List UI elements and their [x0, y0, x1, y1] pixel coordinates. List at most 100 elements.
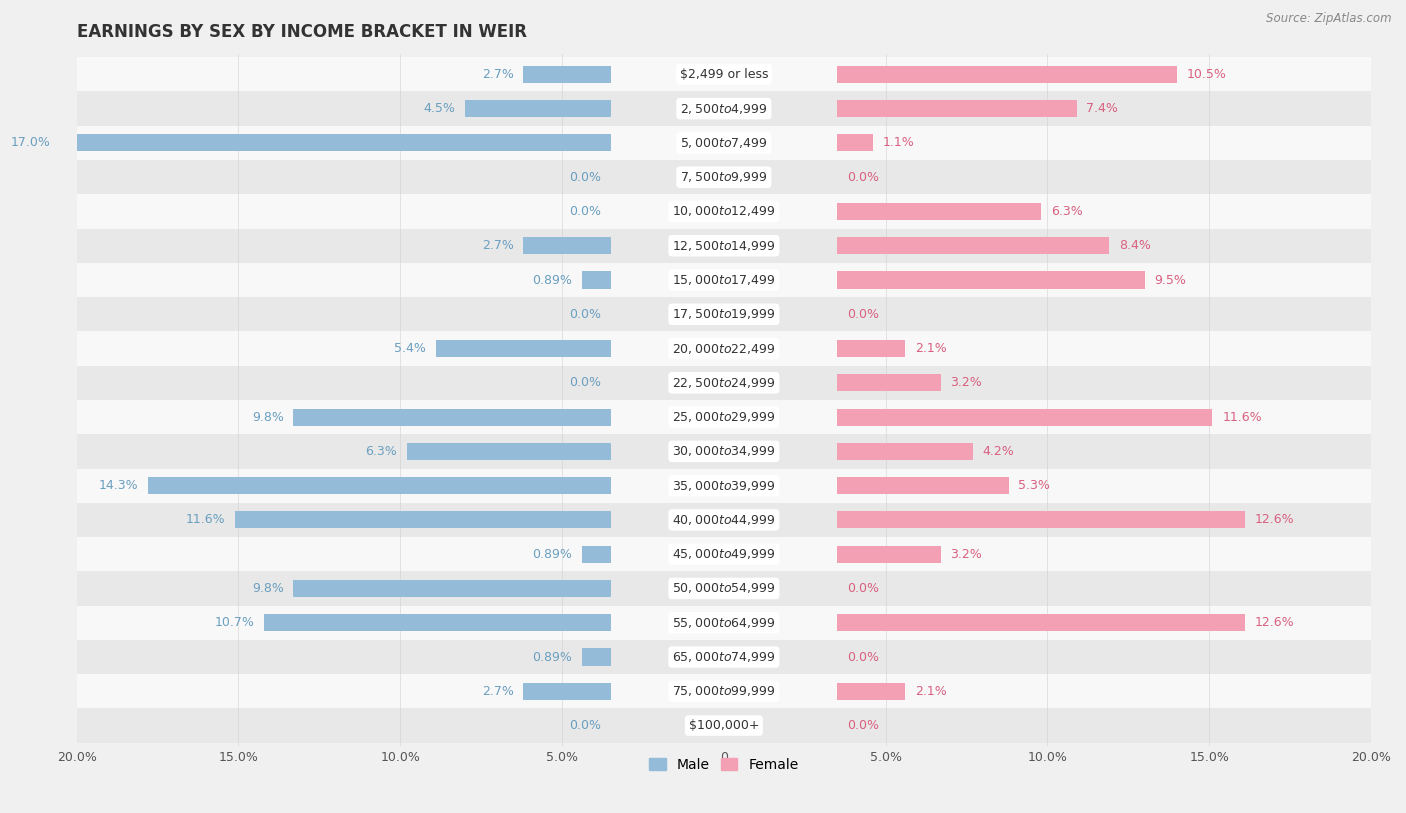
- Bar: [77, 57, 1371, 92]
- Text: $15,000 to $17,499: $15,000 to $17,499: [672, 273, 776, 287]
- Bar: [77, 674, 1371, 708]
- Bar: [77, 400, 1371, 434]
- Text: 4.2%: 4.2%: [983, 445, 1015, 458]
- Bar: [837, 237, 1109, 254]
- Text: 12.6%: 12.6%: [1254, 616, 1294, 629]
- Text: $35,000 to $39,999: $35,000 to $39,999: [672, 479, 776, 493]
- Text: 9.8%: 9.8%: [252, 582, 284, 595]
- Text: 2.7%: 2.7%: [482, 239, 513, 252]
- Bar: [837, 66, 1177, 83]
- Text: 9.8%: 9.8%: [252, 411, 284, 424]
- Text: 0.0%: 0.0%: [569, 376, 600, 389]
- Text: 0.0%: 0.0%: [846, 582, 879, 595]
- Bar: [837, 408, 1212, 426]
- Bar: [837, 374, 941, 391]
- Text: $22,500 to $24,999: $22,500 to $24,999: [672, 376, 776, 389]
- Bar: [837, 203, 1040, 220]
- Text: 5.3%: 5.3%: [1018, 479, 1050, 492]
- Text: 3.2%: 3.2%: [950, 376, 983, 389]
- Text: 10.5%: 10.5%: [1187, 67, 1226, 80]
- Text: $2,500 to $4,999: $2,500 to $4,999: [681, 102, 768, 115]
- Text: $12,500 to $14,999: $12,500 to $14,999: [672, 239, 776, 253]
- Text: 14.3%: 14.3%: [98, 479, 138, 492]
- Bar: [77, 160, 1371, 194]
- Text: 1.1%: 1.1%: [883, 137, 914, 150]
- Text: EARNINGS BY SEX BY INCOME BRACKET IN WEIR: EARNINGS BY SEX BY INCOME BRACKET IN WEI…: [77, 23, 527, 41]
- Text: 2.1%: 2.1%: [915, 685, 946, 698]
- Bar: [77, 434, 1371, 468]
- Text: 0.89%: 0.89%: [533, 548, 572, 561]
- Bar: [582, 649, 610, 666]
- Text: 6.3%: 6.3%: [366, 445, 396, 458]
- Text: $45,000 to $49,999: $45,000 to $49,999: [672, 547, 776, 561]
- Bar: [294, 408, 610, 426]
- Bar: [77, 366, 1371, 400]
- Bar: [837, 546, 941, 563]
- Bar: [837, 511, 1244, 528]
- Bar: [77, 228, 1371, 263]
- Text: 2.7%: 2.7%: [482, 685, 513, 698]
- Text: 2.7%: 2.7%: [482, 67, 513, 80]
- Text: $25,000 to $29,999: $25,000 to $29,999: [672, 410, 776, 424]
- Text: 10.7%: 10.7%: [215, 616, 254, 629]
- Bar: [235, 511, 610, 528]
- Bar: [148, 477, 610, 494]
- Bar: [582, 272, 610, 289]
- Bar: [60, 134, 610, 151]
- Text: $75,000 to $99,999: $75,000 to $99,999: [672, 685, 776, 698]
- Text: 12.6%: 12.6%: [1254, 514, 1294, 527]
- Text: Source: ZipAtlas.com: Source: ZipAtlas.com: [1267, 12, 1392, 25]
- Bar: [837, 683, 905, 700]
- Bar: [77, 708, 1371, 743]
- Text: 0.89%: 0.89%: [533, 273, 572, 286]
- Bar: [77, 126, 1371, 160]
- Bar: [77, 263, 1371, 297]
- Text: 0.0%: 0.0%: [846, 650, 879, 663]
- Bar: [294, 580, 610, 597]
- Bar: [77, 606, 1371, 640]
- Text: $2,499 or less: $2,499 or less: [679, 67, 768, 80]
- Bar: [77, 468, 1371, 502]
- Text: 5.4%: 5.4%: [394, 342, 426, 355]
- Text: 4.5%: 4.5%: [423, 102, 456, 115]
- Bar: [582, 546, 610, 563]
- Bar: [77, 194, 1371, 228]
- Text: 0.0%: 0.0%: [569, 171, 600, 184]
- Bar: [465, 100, 610, 117]
- Bar: [77, 502, 1371, 537]
- Text: $55,000 to $64,999: $55,000 to $64,999: [672, 615, 776, 630]
- Bar: [436, 340, 610, 357]
- Bar: [406, 443, 610, 460]
- Text: $17,500 to $19,999: $17,500 to $19,999: [672, 307, 776, 321]
- Text: 8.4%: 8.4%: [1119, 239, 1150, 252]
- Text: 0.89%: 0.89%: [533, 650, 572, 663]
- Text: $10,000 to $12,499: $10,000 to $12,499: [672, 204, 776, 219]
- Bar: [77, 572, 1371, 606]
- Text: 11.6%: 11.6%: [186, 514, 225, 527]
- Bar: [837, 134, 873, 151]
- Text: 2.1%: 2.1%: [915, 342, 946, 355]
- Bar: [264, 614, 610, 632]
- Bar: [837, 100, 1077, 117]
- Text: $30,000 to $34,999: $30,000 to $34,999: [672, 445, 776, 459]
- Text: 9.5%: 9.5%: [1154, 273, 1187, 286]
- Bar: [837, 272, 1144, 289]
- Bar: [837, 340, 905, 357]
- Bar: [837, 477, 1008, 494]
- Legend: Male, Female: Male, Female: [644, 752, 804, 777]
- Text: 17.0%: 17.0%: [11, 137, 51, 150]
- Bar: [77, 92, 1371, 126]
- Text: 0.0%: 0.0%: [569, 205, 600, 218]
- Bar: [523, 683, 610, 700]
- Bar: [77, 537, 1371, 572]
- Text: 6.3%: 6.3%: [1050, 205, 1083, 218]
- Bar: [837, 443, 973, 460]
- Text: 7.4%: 7.4%: [1087, 102, 1118, 115]
- Text: $100,000+: $100,000+: [689, 719, 759, 732]
- Bar: [77, 640, 1371, 674]
- Bar: [77, 297, 1371, 332]
- Text: 0.0%: 0.0%: [846, 171, 879, 184]
- Text: $20,000 to $22,499: $20,000 to $22,499: [672, 341, 776, 355]
- Bar: [837, 614, 1244, 632]
- Text: $65,000 to $74,999: $65,000 to $74,999: [672, 650, 776, 664]
